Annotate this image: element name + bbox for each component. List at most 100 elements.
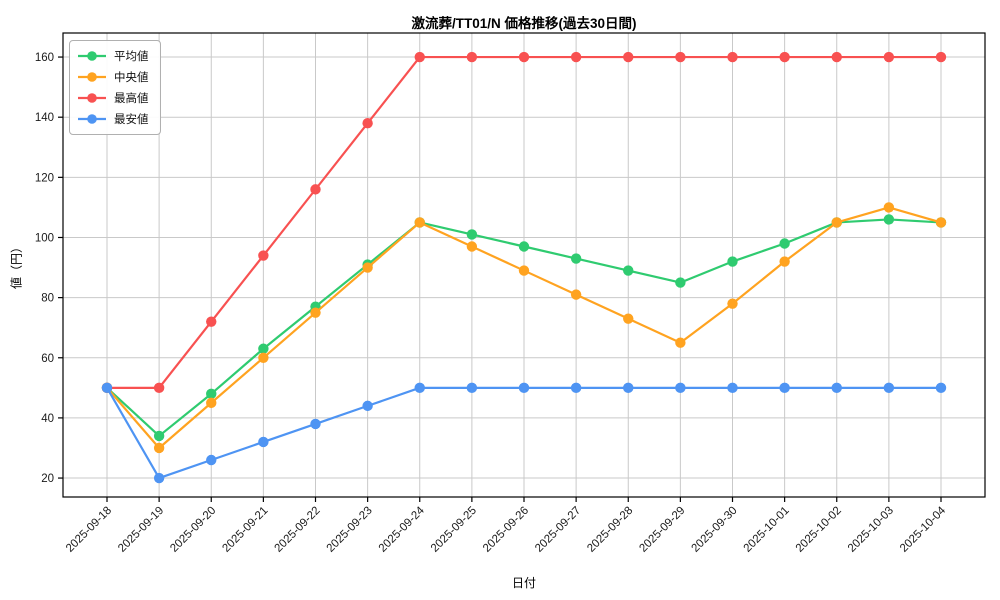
data-point (258, 250, 269, 261)
data-point (727, 382, 738, 394)
x-tick-label: 2025-09-29 (637, 505, 687, 555)
y-tick-label: 60 (41, 353, 54, 365)
data-point (935, 382, 947, 394)
x-tick-label: 2025-09-28 (585, 505, 635, 555)
y-tick-label: 100 (35, 232, 54, 244)
data-point (675, 382, 686, 394)
data-point (414, 382, 425, 394)
gridlines (63, 33, 985, 497)
legend-label: 最高値 (114, 93, 149, 105)
data-point (727, 298, 738, 309)
legend-item-平均値: 平均値 (77, 46, 149, 66)
data-point (883, 214, 895, 225)
data-point (310, 307, 321, 318)
data-point (779, 238, 790, 249)
x-tick-label: 2025-09-25 (429, 505, 479, 555)
data-point (466, 51, 478, 63)
data-point (153, 472, 165, 484)
data-point (570, 253, 582, 264)
data-point (779, 256, 790, 267)
data-point (883, 382, 895, 394)
data-point (310, 418, 321, 430)
data-point (623, 313, 634, 324)
data-point (362, 400, 373, 412)
data-point (727, 256, 738, 267)
chart-title: 激流葬/TT01/N 価格推移(過去30日間) (411, 16, 637, 31)
legend-item-中央値: 中央値 (77, 67, 149, 87)
x-tick-label: 2025-09-23 (325, 505, 375, 555)
data-point (518, 265, 530, 276)
legend-marker-icon (78, 93, 106, 103)
data-point (153, 442, 165, 454)
y-tick-labels: 20 40 60 80 100 120 140 160 (35, 52, 63, 485)
series-中央値 (101, 202, 947, 454)
data-point (779, 382, 790, 394)
x-tick-labels: 2025-09-18 2025-09-19 2025-09-20 2025-09-21… (64, 497, 949, 555)
data-point (362, 118, 373, 129)
data-point (414, 217, 425, 228)
data-point (570, 382, 582, 394)
data-point (623, 51, 634, 63)
x-tick-label: 2025-09-18 (64, 505, 114, 555)
legend-label: 平均値 (114, 51, 149, 63)
x-tick-label: 2025-09-21 (220, 505, 270, 555)
data-point (258, 343, 269, 354)
x-tick-label: 2025-09-22 (273, 505, 323, 555)
data-point (623, 265, 634, 276)
x-tick-label: 2025-10-03 (846, 505, 896, 555)
data-point (153, 430, 165, 442)
y-tick-label: 20 (41, 473, 54, 485)
data-point (935, 217, 947, 228)
data-point (570, 289, 582, 300)
data-point (466, 382, 478, 394)
data-point (310, 184, 321, 195)
data-point (153, 382, 165, 394)
data-point (883, 51, 895, 63)
legend-item-最安値: 最安値 (77, 109, 149, 129)
y-tick-label: 120 (35, 172, 54, 184)
data-point (206, 388, 217, 400)
y-tick-label: 160 (35, 52, 54, 64)
data-point (518, 241, 530, 252)
data-point (831, 217, 842, 228)
y-tick-label: 80 (41, 293, 54, 305)
legend-marker-icon (78, 114, 106, 124)
x-tick-label: 2025-09-24 (377, 504, 428, 555)
x-tick-label: 2025-10-01 (742, 505, 792, 555)
data-point (206, 397, 217, 409)
y-tick-label: 40 (41, 413, 54, 425)
data-point (362, 262, 373, 273)
legend-label: 最安値 (114, 114, 149, 126)
data-point (831, 382, 842, 394)
data-point (935, 51, 947, 63)
x-tick-label: 2025-09-26 (481, 505, 531, 555)
legend-label: 中央値 (114, 72, 149, 84)
x-tick-label: 2025-09-30 (690, 505, 740, 555)
data-point (779, 51, 790, 63)
data-point (623, 382, 634, 394)
legend: 平均値中央値最高値最安値 (69, 40, 161, 135)
data-point (206, 454, 217, 466)
data-point (258, 436, 269, 448)
series-最安値 (101, 382, 947, 484)
data-point (570, 51, 582, 63)
data-point (883, 202, 895, 213)
data-point (518, 382, 530, 394)
data-point (675, 51, 686, 63)
data-point (206, 316, 217, 327)
data-point (101, 382, 113, 394)
data-point (258, 352, 269, 363)
x-axis-label: 日付 (511, 576, 536, 590)
y-tick-label: 140 (35, 112, 54, 124)
x-tick-label: 2025-10-02 (794, 505, 844, 555)
data-point (466, 229, 478, 240)
x-tick-label: 2025-09-27 (533, 505, 583, 555)
data-point (727, 51, 738, 63)
legend-item-最高値: 最高値 (77, 88, 149, 108)
data-point (414, 51, 425, 63)
data-point (518, 51, 530, 63)
data-point (831, 51, 842, 63)
x-tick-label: 2025-10-04 (898, 504, 949, 555)
